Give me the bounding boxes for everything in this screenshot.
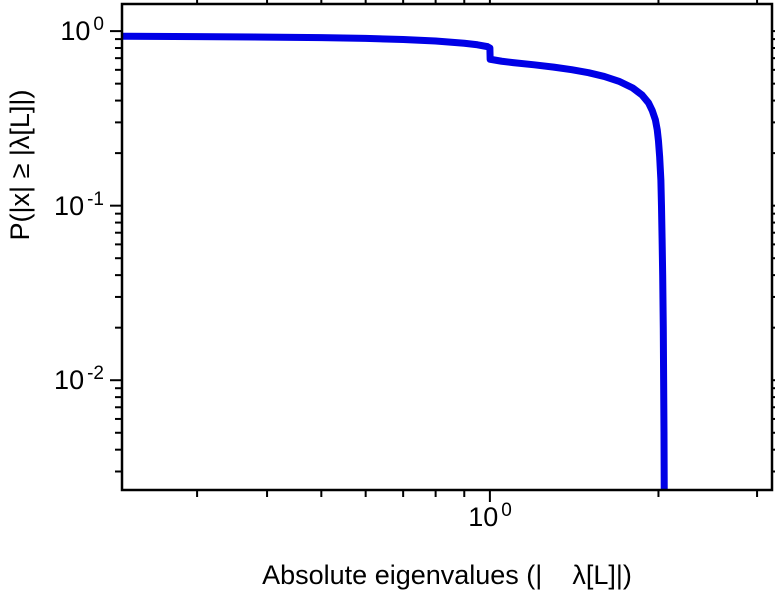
y-tick-exp: -2 [87, 363, 104, 384]
y-tick-base: 10 [54, 365, 85, 395]
y-axis-label: P(|x| ≥ |λ[L]|) [5, 89, 35, 241]
y-tick-base: 10 [54, 191, 85, 221]
y-tick-label-1e0: 10 0 [0, 14, 104, 50]
y-tick-label-1e-1: 10 -1 [0, 189, 104, 225]
y-tick-label-1e-2: 10 -2 [0, 363, 104, 399]
y-tick-base: 10 [60, 16, 91, 46]
x-tick-base: 10 [468, 502, 499, 532]
y-tick-exp: 0 [93, 14, 104, 35]
x-axis-label: Absolute eigenvalues (| λ[L]|) [262, 560, 632, 590]
axes-frame [120, 2, 774, 492]
x-tick-exp: 0 [501, 500, 512, 521]
ccdf-curve [122, 32, 668, 490]
x-tick-label-1e0: 10 0 [430, 500, 550, 536]
y-tick-exp: -1 [87, 189, 104, 210]
